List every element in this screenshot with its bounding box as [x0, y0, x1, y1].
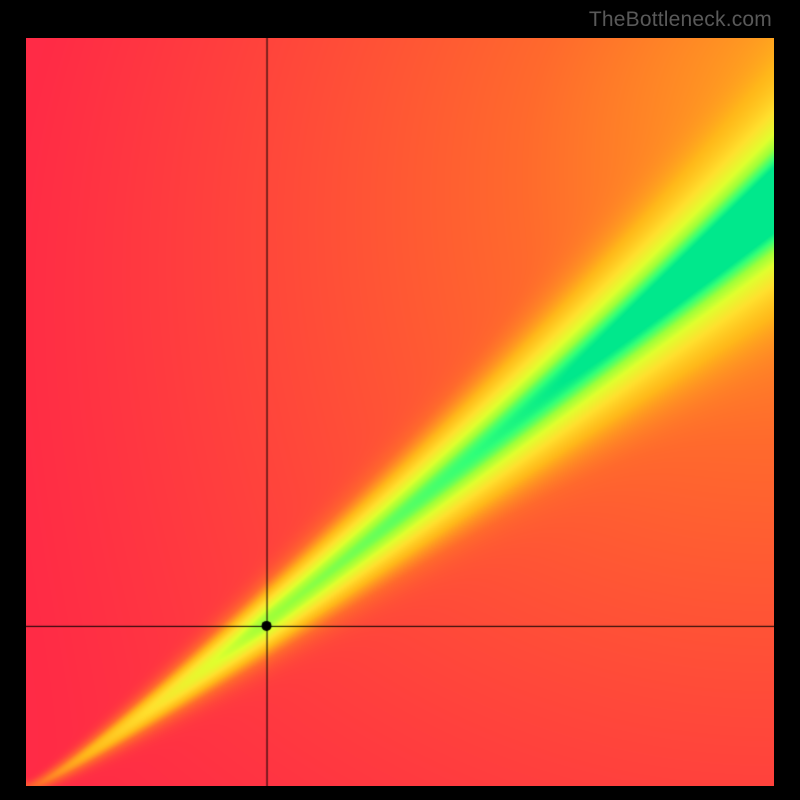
watermark-text: TheBottleneck.com: [589, 8, 772, 32]
heatmap-canvas: [26, 38, 774, 786]
heatmap-chart: [26, 38, 774, 786]
